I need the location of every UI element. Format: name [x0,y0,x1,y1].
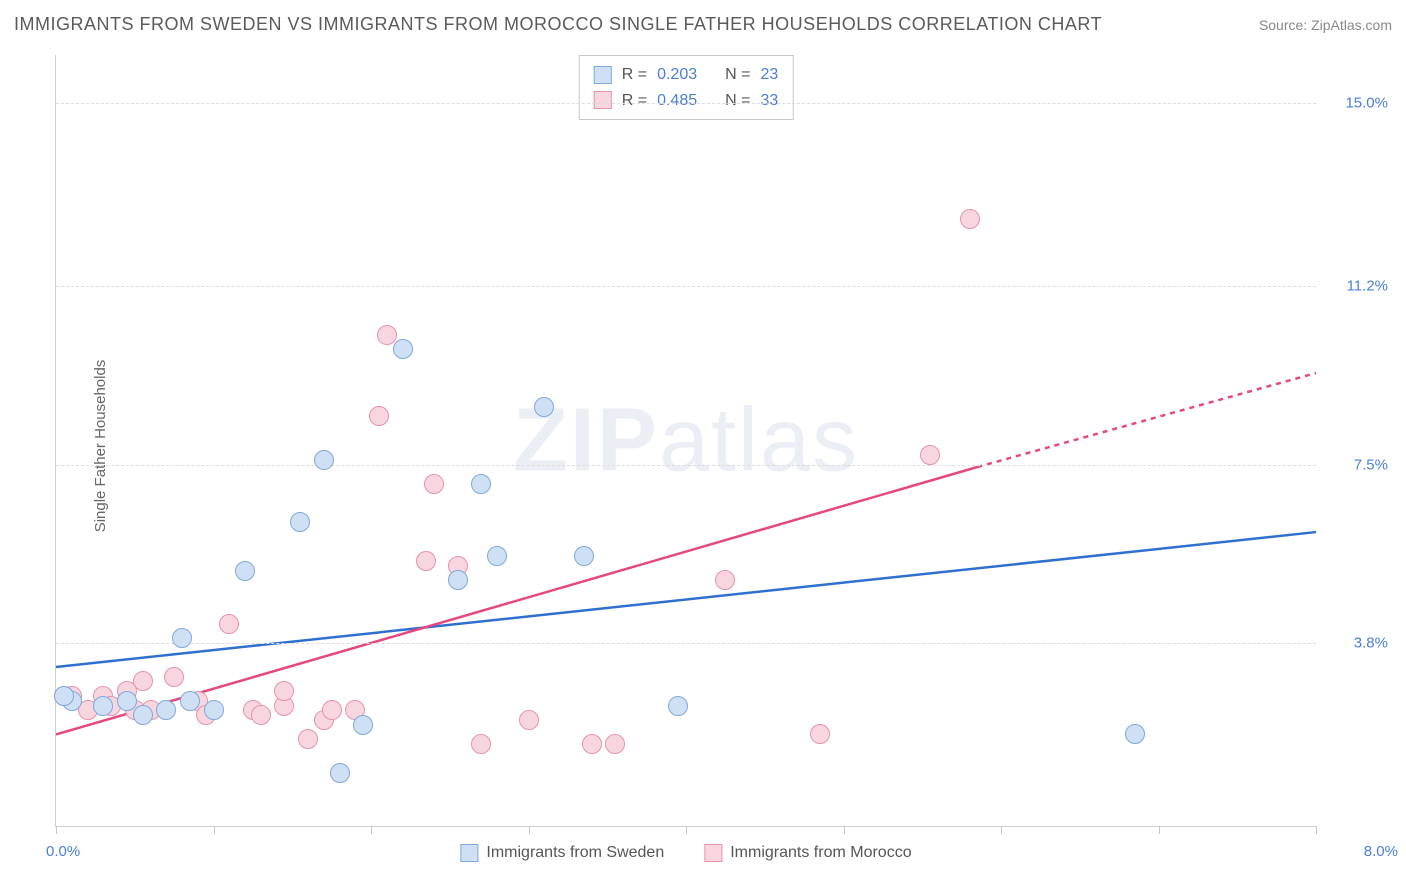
x-tick-mark [1159,826,1160,834]
y-tick-label: 15.0% [1328,95,1388,112]
legend-swatch-morocco [704,844,722,862]
gridline [56,643,1316,644]
data-point-morocco [920,445,940,465]
x-tick-mark [1001,826,1002,834]
title-bar: IMMIGRANTS FROM SWEDEN VS IMMIGRANTS FRO… [14,14,1392,35]
x-axis-min-label: 0.0% [46,843,80,860]
legend-label-sweden: Immigrants from Sweden [486,844,664,862]
data-point-morocco [164,667,184,687]
data-point-sweden [471,474,491,494]
source-attribution: Source: ZipAtlas.com [1259,17,1392,33]
data-point-morocco [605,734,625,754]
legend-item-sweden: Immigrants from Sweden [460,844,664,862]
data-point-morocco [133,671,153,691]
data-point-morocco [377,325,397,345]
swatch-sweden [594,66,612,84]
legend-swatch-sweden [460,844,478,862]
source-link[interactable]: ZipAtlas.com [1311,17,1392,33]
x-tick-mark [371,826,372,834]
gridline [56,103,1316,104]
gridline [56,465,1316,466]
data-point-sweden [487,546,507,566]
n-value-sweden: 23 [760,62,778,88]
data-point-morocco [251,705,271,725]
data-point-sweden [534,397,554,417]
data-point-morocco [369,406,389,426]
n-label: N = [725,88,750,114]
data-point-sweden [172,628,192,648]
x-tick-mark [529,826,530,834]
data-point-sweden [574,546,594,566]
y-tick-label: 3.8% [1328,634,1388,651]
data-point-sweden [290,512,310,532]
r-label: R = [622,88,647,114]
data-point-morocco [810,724,830,744]
data-point-morocco [715,570,735,590]
data-point-sweden [235,561,255,581]
data-point-sweden [133,705,153,725]
data-point-morocco [519,710,539,730]
data-point-sweden [204,700,224,720]
watermark: ZIPatlas [513,389,859,492]
data-point-morocco [471,734,491,754]
legend: Immigrants from Sweden Immigrants from M… [460,844,911,862]
x-tick-mark [56,826,57,834]
r-value-morocco: 0.485 [657,88,697,114]
watermark-atlas: atlas [659,390,859,490]
n-value-morocco: 33 [760,88,778,114]
data-point-morocco [274,681,294,701]
gridline [56,286,1316,287]
data-point-sweden [93,696,113,716]
data-point-sweden [117,691,137,711]
data-point-morocco [424,474,444,494]
data-point-morocco [219,614,239,634]
data-point-sweden [156,700,176,720]
x-tick-mark [844,826,845,834]
x-tick-mark [214,826,215,834]
r-value-sweden: 0.203 [657,62,697,88]
legend-item-morocco: Immigrants from Morocco [704,844,911,862]
data-point-morocco [960,209,980,229]
stats-row-morocco: R = 0.485 N = 33 [594,88,779,114]
data-point-sweden [54,686,74,706]
data-point-morocco [322,700,342,720]
data-point-morocco [582,734,602,754]
source-label: Source: [1259,17,1311,33]
data-point-sweden [180,691,200,711]
swatch-morocco [594,91,612,109]
trend-line [977,373,1316,467]
data-point-sweden [448,570,468,590]
n-label: N = [725,62,750,88]
legend-label-morocco: Immigrants from Morocco [730,844,911,862]
data-point-sweden [314,450,334,470]
y-tick-label: 7.5% [1328,456,1388,473]
trend-line [56,532,1316,667]
chart-title: IMMIGRANTS FROM SWEDEN VS IMMIGRANTS FRO… [14,14,1102,35]
chart-plot-area: ZIPatlas R = 0.203 N = 23 R = 0.485 N = … [55,55,1316,827]
data-point-sweden [668,696,688,716]
x-tick-mark [1316,826,1317,834]
data-point-sweden [1125,724,1145,744]
data-point-morocco [416,551,436,571]
data-point-morocco [298,729,318,749]
r-label: R = [622,62,647,88]
data-point-sweden [330,763,350,783]
data-point-sweden [393,339,413,359]
y-tick-label: 11.2% [1328,278,1388,295]
data-point-sweden [353,715,373,735]
x-axis-max-label: 8.0% [1364,843,1398,860]
x-tick-mark [686,826,687,834]
correlation-stats-box: R = 0.203 N = 23 R = 0.485 N = 33 [579,55,794,120]
stats-row-sweden: R = 0.203 N = 23 [594,62,779,88]
